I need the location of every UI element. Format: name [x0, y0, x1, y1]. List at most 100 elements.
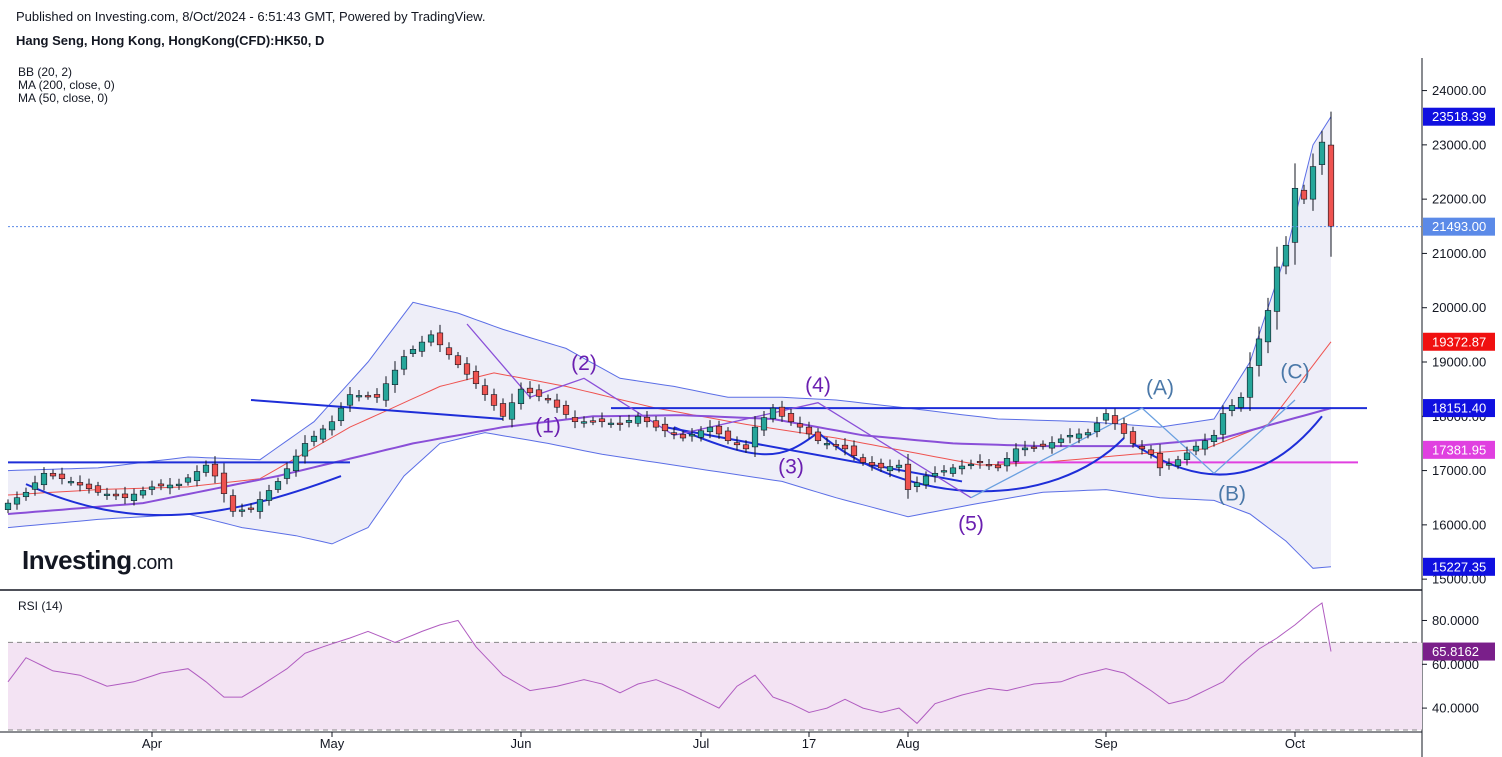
logo-suffix: .com — [131, 552, 174, 574]
candle-body — [1228, 405, 1236, 411]
candle — [1300, 184, 1308, 205]
candle — [652, 416, 660, 432]
x-axis-label: 17 — [802, 736, 816, 751]
price-tick-label: 19000.00 — [1432, 355, 1486, 370]
candle-body — [31, 482, 39, 490]
candle-body — [139, 490, 147, 496]
price-label-box — [1423, 332, 1495, 351]
candle-body — [148, 486, 156, 490]
candle-body — [751, 426, 759, 448]
candle-body — [94, 485, 102, 493]
candle-body — [1057, 438, 1065, 443]
price-label-box — [1423, 557, 1495, 576]
trend-line — [250, 399, 504, 420]
candle-body — [1219, 413, 1227, 435]
candle — [1084, 428, 1092, 439]
candle — [337, 402, 345, 427]
candle-body — [1282, 244, 1290, 267]
candle-body — [481, 385, 489, 395]
wave-label: (A) — [1146, 377, 1174, 400]
candle — [1237, 392, 1245, 412]
rsi-indicator-label[interactable]: RSI (14) — [18, 599, 63, 613]
candle-body — [256, 499, 264, 512]
candle-body — [157, 483, 165, 487]
candle — [688, 428, 696, 442]
candle — [949, 464, 957, 477]
candle — [1012, 443, 1020, 467]
candle — [1075, 428, 1083, 444]
candle — [1147, 445, 1155, 459]
candle-body — [526, 387, 534, 394]
candle — [445, 342, 453, 360]
candle — [1282, 236, 1290, 275]
candle — [31, 475, 39, 496]
candle-body — [418, 341, 426, 352]
candle — [598, 412, 606, 428]
candle-body — [769, 407, 777, 419]
price-tick-label: 17000.00 — [1432, 463, 1486, 478]
x-axis-label: Jun — [511, 736, 532, 751]
candle — [994, 461, 1002, 472]
candle — [895, 459, 903, 473]
price-tick-label: 24000.00 — [1432, 83, 1486, 98]
candle-body — [886, 466, 894, 472]
investing-logo: Investing.com — [22, 545, 173, 576]
candle — [220, 463, 228, 503]
x-axis-label: Sep — [1094, 736, 1117, 751]
candle — [922, 471, 930, 489]
candle — [796, 416, 804, 434]
candle-body — [1120, 423, 1128, 434]
candle — [499, 398, 507, 421]
candle-body — [535, 389, 543, 397]
candle-body — [1138, 446, 1146, 450]
candle-body — [832, 444, 840, 447]
candle — [454, 351, 462, 369]
candle — [517, 382, 525, 410]
rsi-value-box — [1423, 642, 1495, 661]
candle — [463, 357, 471, 381]
bb-indicator-label[interactable]: BB (20, 2) — [18, 65, 73, 79]
candle — [715, 420, 723, 439]
candle — [256, 491, 264, 519]
candle-body — [1111, 415, 1119, 424]
candle-body — [319, 428, 327, 440]
candle — [121, 486, 129, 505]
candle-body — [427, 334, 435, 343]
candle-body — [1183, 452, 1191, 461]
candle-body — [580, 421, 588, 424]
candle — [40, 467, 48, 491]
candle — [400, 349, 408, 376]
candle — [634, 412, 642, 427]
candle-body — [841, 444, 849, 450]
candle-body — [679, 434, 687, 439]
candle-body — [40, 472, 48, 486]
candle — [193, 465, 201, 487]
candle-body — [859, 457, 867, 463]
candle-body — [544, 398, 552, 401]
candle — [1048, 436, 1056, 454]
price-tick-label: 23000.00 — [1432, 137, 1486, 152]
price-tick-label: 16000.00 — [1432, 517, 1486, 532]
ma50-indicator-label[interactable]: MA (50, close, 0) — [18, 91, 109, 105]
candle-body — [364, 395, 372, 398]
candle-body — [931, 472, 939, 477]
candle — [1246, 352, 1254, 411]
candle-body — [562, 404, 570, 415]
candle — [328, 415, 336, 436]
candle-body — [598, 418, 606, 423]
candle-body — [202, 464, 210, 473]
wave-label: (1) — [535, 415, 561, 438]
candle-body — [4, 502, 12, 510]
candle — [616, 416, 624, 431]
candle — [1219, 405, 1227, 442]
candle — [1129, 426, 1137, 448]
candle-body — [490, 394, 498, 406]
candle — [976, 454, 984, 469]
price-tick-label: 21000.00 — [1432, 246, 1486, 261]
candle-body — [22, 491, 30, 498]
bollinger-upper-line — [7, 116, 1332, 472]
candle — [544, 394, 552, 404]
ma200-indicator-label[interactable]: MA (200, close, 0) — [18, 78, 115, 92]
candle-body — [742, 444, 750, 450]
candle-body — [589, 420, 597, 423]
